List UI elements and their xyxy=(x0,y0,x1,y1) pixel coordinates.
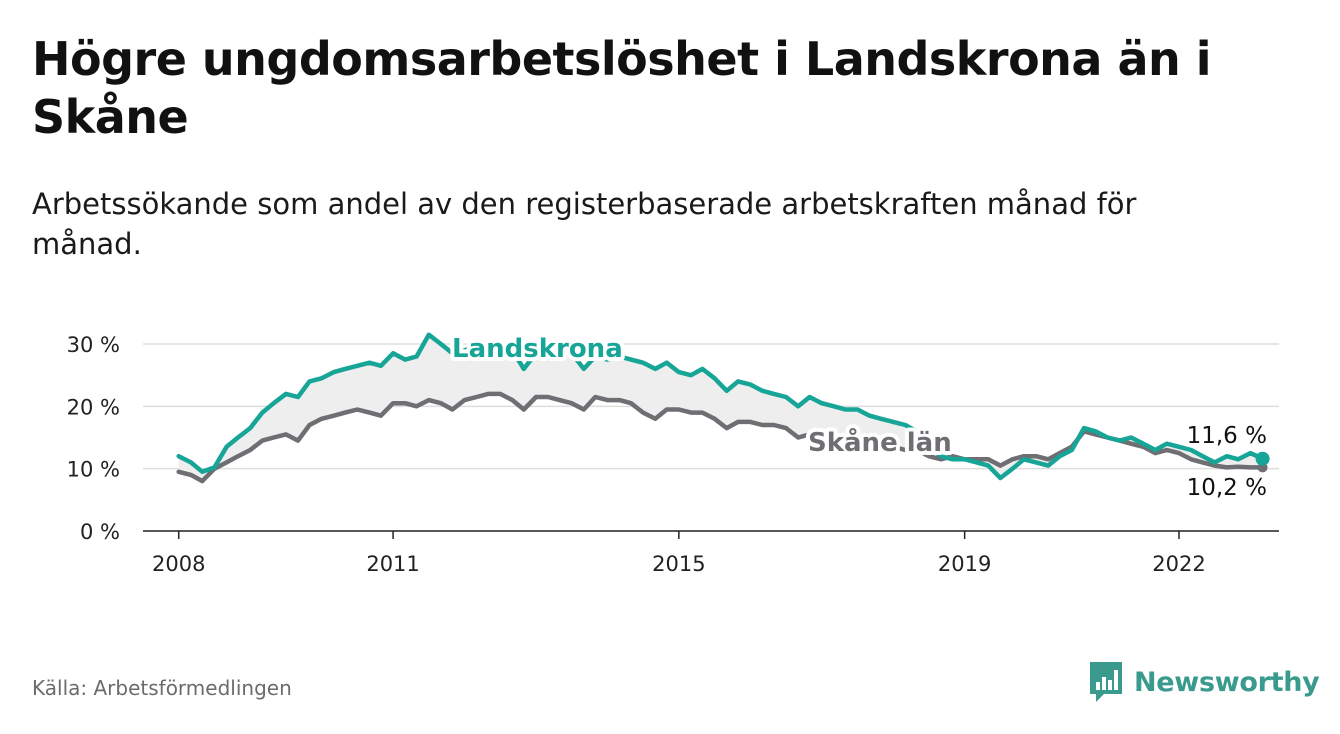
landskrona-end-label: 11,6 % xyxy=(1187,423,1267,449)
y-tick-label: 10 % xyxy=(67,458,120,482)
bar-chart-icon xyxy=(1090,662,1122,702)
x-tick-label: 2015 xyxy=(652,552,705,576)
difference-band xyxy=(178,334,1263,482)
landskrona-line xyxy=(176,332,1265,481)
y-tick-label: 20 % xyxy=(67,395,120,419)
chart-title: Högre ungdomsarbetslöshet i Landskrona ä… xyxy=(32,32,1212,144)
series-labels: Landskrona Skåne län 11,6 % 10,2 % xyxy=(448,330,1270,504)
y-tick-label: 30 % xyxy=(67,333,120,357)
chart-subtitle: Arbetssökande som andel av den registerb… xyxy=(32,187,1137,261)
line-chart: 0 % 10 % 20 % 30 % 2008 2011 2015 2019 2022 Land… xyxy=(67,330,1279,576)
series-lines xyxy=(176,332,1270,484)
band-area xyxy=(178,334,1263,482)
brand-name: Newsworthy xyxy=(1134,666,1320,698)
newsworthy-logo[interactable]: Newsworthy xyxy=(1088,660,1320,704)
skane-end-label: 10,2 % xyxy=(1187,475,1267,501)
skane-label: Skåne län xyxy=(808,426,952,458)
x-tick-label: 2008 xyxy=(152,552,205,576)
axes: 0 % 10 % 20 % 30 % 2008 2011 2015 2019 2022 xyxy=(67,333,1279,576)
x-tick-label: 2011 xyxy=(366,552,419,576)
x-tick-label: 2022 xyxy=(1152,552,1205,576)
landskrona-label: Landskrona xyxy=(452,334,623,364)
y-tick-label: 0 % xyxy=(80,520,120,544)
x-tick-label: 2019 xyxy=(938,552,991,576)
landskrona-end-point xyxy=(1255,451,1270,466)
source-note: Källa: Arbetsförmedlingen xyxy=(32,676,292,700)
